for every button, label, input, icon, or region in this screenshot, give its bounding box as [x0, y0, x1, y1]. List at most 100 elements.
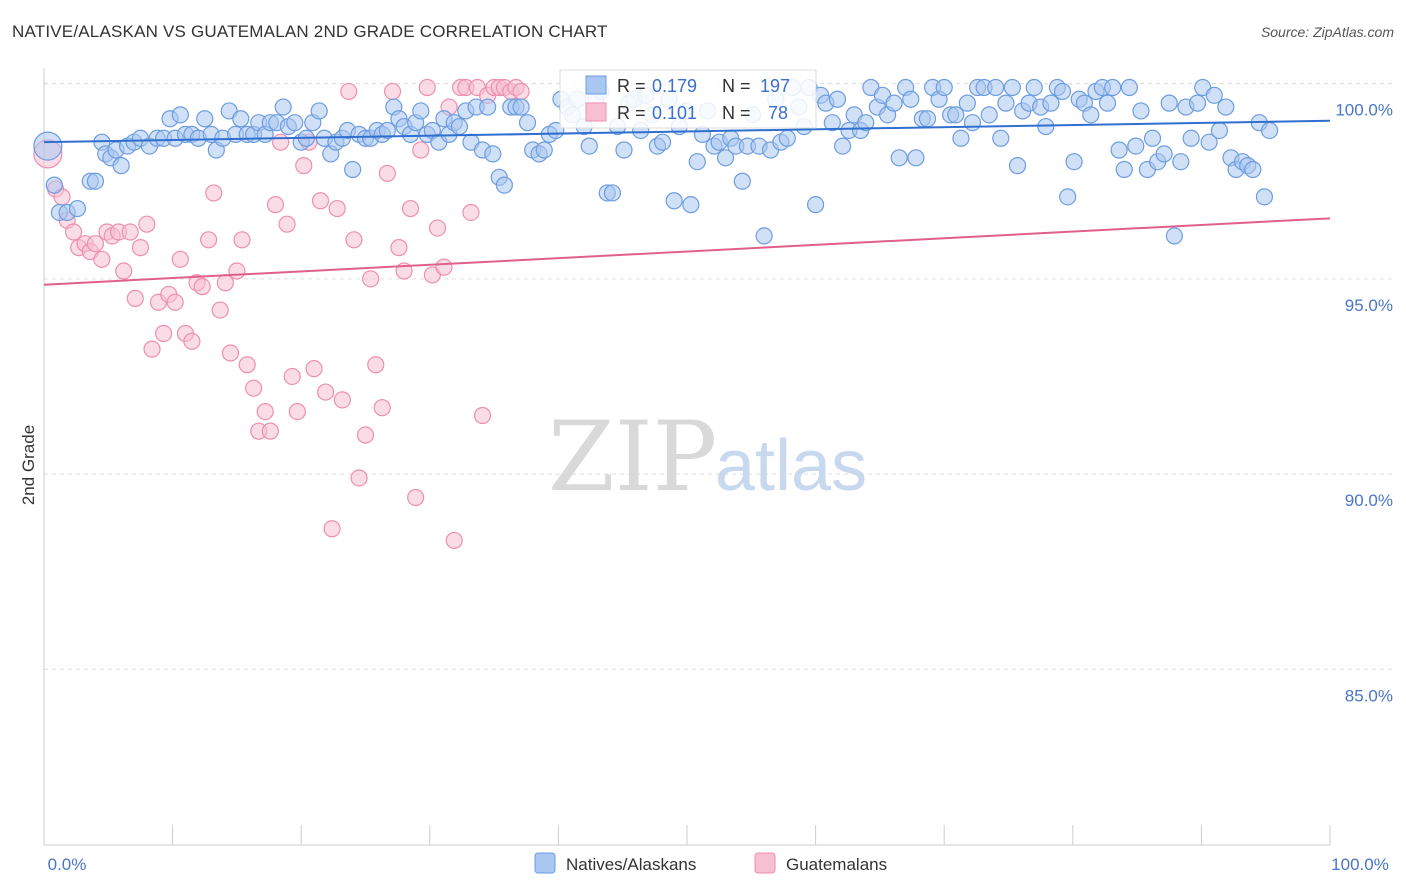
data-point-guatemalans — [143, 340, 161, 358]
data-point-natives — [378, 121, 396, 140]
data-point-guatemalans — [367, 356, 385, 374]
data-point-natives — [1082, 106, 1100, 124]
data-point-natives — [1200, 133, 1218, 151]
data-point-natives — [1205, 86, 1223, 104]
data-point-natives — [980, 106, 998, 124]
data-point-natives — [1127, 137, 1145, 155]
data-point-guatemalans — [328, 199, 346, 218]
gridlines — [44, 83, 1395, 670]
data-point-natives — [1003, 78, 1021, 97]
data-point-guatemalans — [378, 164, 396, 183]
data-point-guatemalans — [93, 250, 111, 268]
data-point-guatemalans — [418, 78, 436, 97]
data-point-natives — [1260, 121, 1279, 140]
data-point-guatemalans — [283, 367, 301, 386]
legend-label-guatemalans: Guatemalans — [786, 855, 887, 874]
data-point-guatemalans — [435, 258, 453, 276]
data-point-guatemalans — [407, 488, 425, 507]
data-point-natives — [918, 110, 937, 128]
data-point-guatemalans — [356, 426, 375, 444]
data-point-guatemalans — [323, 520, 341, 538]
data-point-guatemalans — [138, 215, 156, 233]
stats-r-label-pink: R = — [617, 103, 646, 123]
legend-swatch-guatemalans — [754, 852, 776, 874]
stats-n-label-blue: N = — [722, 76, 751, 96]
data-point-natives — [1210, 121, 1229, 140]
data-point-natives — [890, 149, 908, 167]
data-point-natives — [992, 129, 1010, 147]
stats-r-value-pink: 0.101 — [652, 103, 697, 123]
data-point-natives — [479, 98, 497, 116]
stats-n-label-pink: N = — [722, 103, 751, 123]
tick-labels: 85.0% 90.0% 95.0% 100.0% 0.0% 100.0% — [48, 101, 1393, 874]
data-point-natives — [1110, 141, 1128, 159]
data-point-natives — [512, 98, 530, 116]
data-point-natives — [907, 149, 925, 167]
data-point-natives — [1132, 102, 1150, 120]
data-point-natives — [755, 227, 773, 245]
data-point-natives — [344, 160, 362, 179]
watermark-zip: ZIP — [548, 401, 717, 513]
data-point-guatemalans — [154, 324, 173, 343]
data-point-natives — [1217, 98, 1235, 116]
data-point-guatemalans — [183, 332, 201, 350]
data-point-natives — [682, 196, 700, 214]
data-point-guatemalans — [166, 293, 184, 311]
stats-swatch-blue — [585, 75, 607, 95]
data-point-guatemalans — [428, 219, 447, 237]
data-point-guatemalans — [390, 239, 408, 257]
data-point-natives — [1188, 94, 1207, 112]
legend-label-natives: Natives/Alaskans — [566, 855, 696, 874]
data-point-guatemalans — [131, 239, 150, 257]
data-point-guatemalans — [305, 360, 323, 378]
data-point-guatemalans — [288, 402, 306, 421]
data-point-natives — [1182, 129, 1200, 147]
data-point-natives — [68, 199, 87, 218]
data-point-natives — [1025, 78, 1043, 97]
data-point-guatemalans — [205, 184, 223, 202]
data-point-natives — [1008, 157, 1027, 175]
data-point-natives — [1037, 117, 1055, 136]
stats-n-value-pink: 78 — [768, 103, 788, 123]
y-axis-label: 2nd Grade — [19, 425, 38, 505]
data-point-guatemalans — [245, 379, 263, 397]
chart-source: Source: ZipAtlas.com — [1260, 24, 1394, 40]
data-point-guatemalans — [340, 82, 358, 101]
data-point-natives — [450, 117, 468, 136]
data-point-natives — [733, 172, 751, 190]
data-point-guatemalans — [171, 250, 189, 268]
data-point-natives — [958, 94, 976, 112]
data-point-natives — [484, 145, 502, 163]
data-point-guatemalans — [317, 383, 335, 401]
data-point-natives — [963, 114, 982, 132]
data-point-natives — [1244, 160, 1262, 179]
data-point-guatemalans — [200, 231, 218, 249]
data-point-natives — [286, 114, 304, 132]
data-point-natives — [665, 192, 683, 210]
data-point-natives — [45, 176, 63, 194]
watermark: ZIP atlas — [548, 401, 867, 513]
data-point-guatemalans — [383, 82, 402, 101]
trend-lines — [43, 119, 1331, 286]
x-tick-label: 0.0% — [48, 855, 87, 874]
stats-r-label-blue: R = — [617, 76, 646, 96]
data-point-guatemalans — [412, 141, 430, 159]
stats-swatch-pink — [585, 102, 607, 122]
y-tick-label: 95.0% — [1345, 296, 1393, 315]
x-tick-label: 100.0% — [1331, 855, 1389, 874]
data-point-guatemalans — [193, 278, 211, 296]
data-point-guatemalans — [272, 133, 290, 151]
data-point-natives — [885, 94, 903, 112]
stats-n-value-blue: 197 — [760, 76, 790, 96]
y-tick-label: 85.0% — [1345, 686, 1393, 705]
data-point-guatemalans — [512, 82, 530, 101]
data-point-natives — [1059, 188, 1077, 206]
data-point-natives — [997, 94, 1015, 112]
data-point-guatemalans — [261, 422, 279, 440]
data-point-natives — [580, 137, 598, 155]
data-point-natives — [935, 78, 953, 97]
data-point-natives — [828, 90, 847, 108]
data-point-guatemalans — [295, 157, 313, 175]
data-point-guatemalans — [126, 289, 144, 307]
data-point-natives — [688, 153, 706, 171]
